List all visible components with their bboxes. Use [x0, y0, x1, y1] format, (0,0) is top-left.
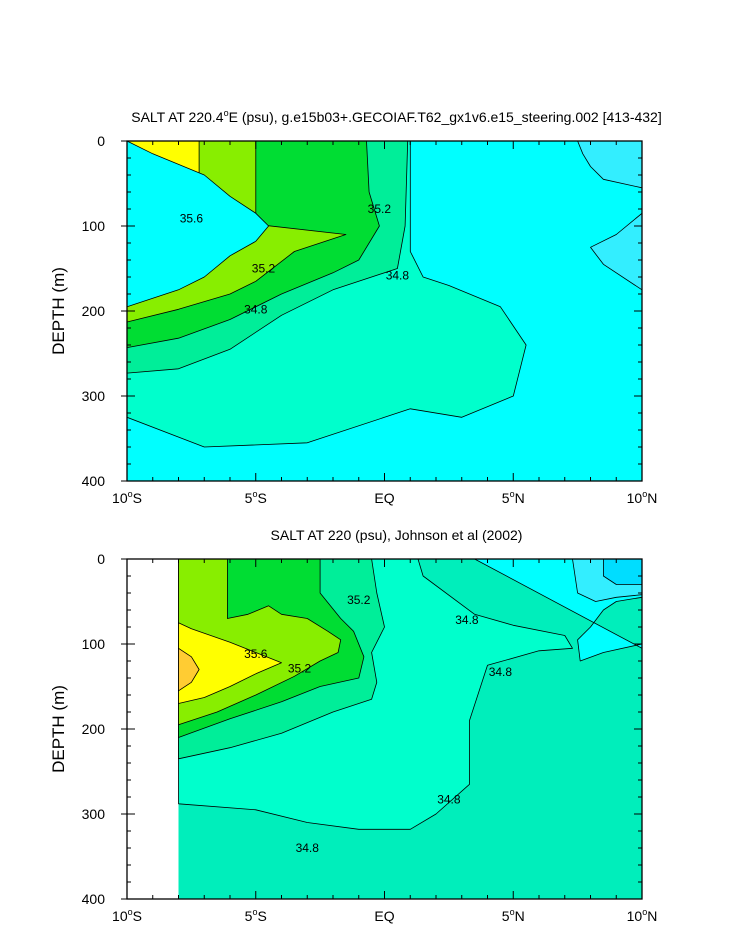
chart-title: SALT AT 220 (psu), Johnson et al (2002): [271, 527, 523, 543]
x-tick-label: 5oN: [502, 907, 525, 924]
y-tick-label: 200: [82, 303, 106, 319]
y-tick-label: 200: [82, 721, 106, 737]
contour-band: [178, 622, 282, 704]
y-axis-label: DEPTH (m): [49, 685, 68, 773]
contour-label: 34.8: [244, 302, 268, 316]
contour-field: 35.2 35.6 35.2 34.8 34.8 34.8 34.8: [178, 559, 642, 899]
x-tick-label: 5oN: [502, 489, 525, 506]
y-tick-label: 0: [97, 133, 105, 149]
y-tick-label: 400: [82, 473, 106, 489]
contour-band: [127, 141, 270, 308]
contour-field: 35.6 35.2 34.8 35.2 34.8: [127, 141, 642, 481]
x-tick-label: 10oN: [627, 489, 658, 506]
contour-label: 34.8: [455, 613, 479, 627]
x-tick-label: EQ: [374, 908, 394, 924]
x-tick-label: 10oN: [627, 907, 658, 924]
x-tick-label: 10oS: [112, 907, 142, 924]
contour-band: [590, 212, 642, 291]
y-tick-label: 300: [82, 388, 106, 404]
contour-band: [178, 647, 200, 692]
y-tick-label: 100: [82, 218, 106, 234]
contour-band: [603, 559, 642, 585]
y-tick-label: 300: [82, 806, 106, 822]
x-tick-label: EQ: [374, 490, 394, 506]
y-tick-label: 0: [97, 551, 105, 567]
chart-title: SALT AT 220.4oE (psu), g.e15b03+.GECOIAF…: [131, 108, 662, 125]
contour-label: 35.6: [244, 647, 268, 661]
contour-label: 35.2: [288, 662, 312, 676]
contour-label: 34.8: [489, 665, 513, 679]
contour-label: 35.2: [368, 202, 392, 216]
contour-band: [577, 141, 642, 189]
x-tick-label: 5oS: [245, 907, 267, 924]
contour-label: 34.8: [437, 793, 461, 807]
chart-panel-2: 35.2 35.6 35.2 34.8 34.8 34.8 34.8 10oS 5oS EQ 5oN…: [49, 527, 657, 924]
contour-label: 34.8: [386, 268, 410, 282]
y-axis-label: DEPTH (m): [49, 267, 68, 355]
contour-label: 34.8: [296, 841, 320, 855]
contour-label: 35.2: [347, 593, 371, 607]
contour-label: 35.2: [252, 262, 276, 276]
chart-panel-1: 35.6 35.2 34.8 35.2 34.8 10oS 5oS EQ 5oN 10oN 0 100…: [49, 108, 662, 506]
contour-label: 35.6: [180, 211, 204, 225]
y-tick-label: 400: [82, 891, 106, 907]
y-tick-label: 100: [82, 636, 106, 652]
x-tick-label: 5oS: [245, 489, 267, 506]
x-tick-label: 10oS: [112, 489, 142, 506]
